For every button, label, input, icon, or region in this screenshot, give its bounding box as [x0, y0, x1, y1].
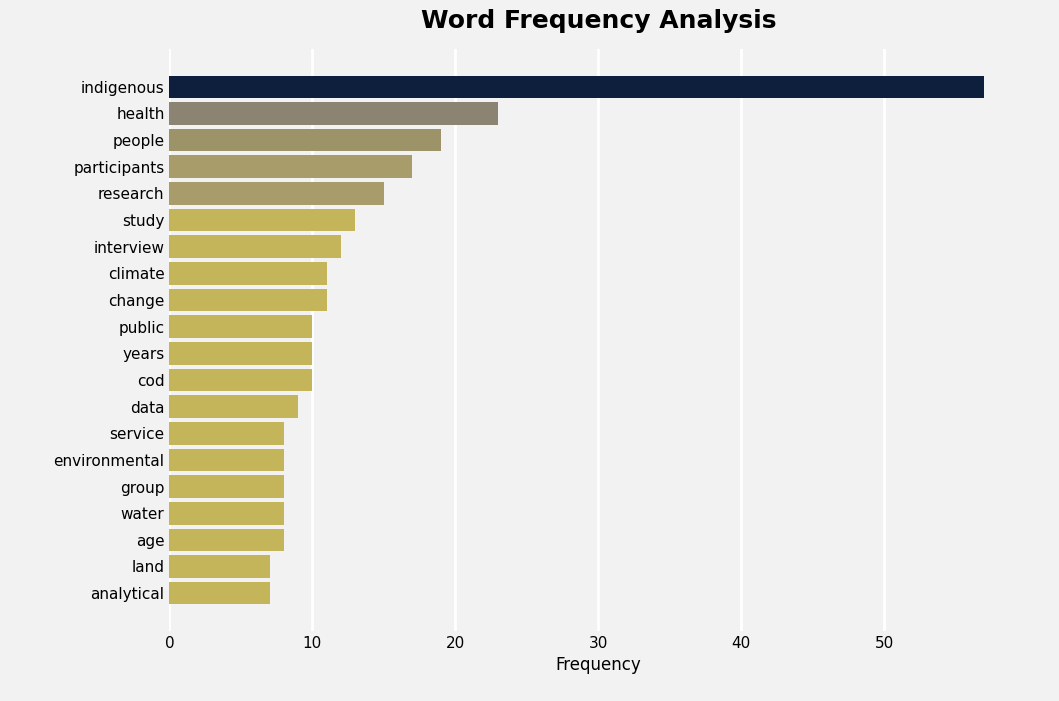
- Bar: [169, 289, 326, 311]
- Bar: [169, 555, 269, 578]
- Bar: [169, 76, 985, 98]
- Bar: [169, 582, 269, 604]
- X-axis label: Frequency: Frequency: [556, 656, 641, 674]
- Bar: [169, 529, 284, 551]
- Bar: [169, 129, 442, 151]
- Bar: [169, 422, 284, 444]
- Bar: [169, 502, 284, 524]
- Bar: [169, 342, 312, 365]
- Bar: [169, 315, 312, 338]
- Bar: [169, 182, 383, 205]
- Bar: [169, 449, 284, 471]
- Bar: [169, 236, 341, 258]
- Bar: [169, 262, 326, 285]
- Bar: [169, 395, 299, 418]
- Bar: [169, 209, 355, 231]
- Bar: [169, 102, 499, 125]
- Bar: [169, 475, 284, 498]
- Title: Word Frequency Analysis: Word Frequency Analysis: [420, 9, 776, 33]
- Bar: [169, 156, 413, 178]
- Bar: [169, 369, 312, 391]
